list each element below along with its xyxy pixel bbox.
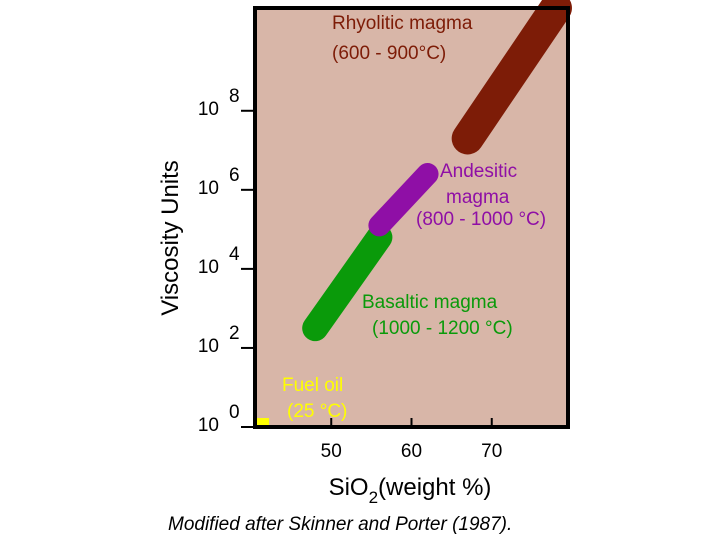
fuel-oil-marker — [257, 418, 270, 429]
andesitic-label-line1: Andesitic — [440, 161, 517, 182]
x-tick-label: 50 — [321, 441, 342, 462]
basaltic-label: Basaltic magma — [362, 292, 498, 313]
andesitic-magma-region — [368, 163, 439, 237]
y-tick-exponent: 0 — [229, 402, 240, 423]
y-tick-label: 10 — [198, 257, 219, 278]
rhyolitic-temperature: (600 - 900°C) — [332, 43, 446, 64]
x-axis-label-main: SiO — [329, 474, 369, 501]
y-tick-label: 10 — [198, 336, 219, 357]
x-tick-label: 60 — [401, 441, 422, 462]
y-tick-exponent: 6 — [229, 165, 240, 186]
basaltic-temperature: (1000 - 1200 °C) — [372, 318, 513, 339]
y-tick-exponent: 2 — [229, 323, 240, 344]
y-tick-exponent: 4 — [229, 244, 240, 265]
y-axis-ticks: 10 0 10 2 10 4 10 6 10 8 — [198, 86, 255, 436]
series-labels: Rhyolitic magma (600 - 900°C) Andesitic mag… — [282, 13, 546, 422]
y-tick-label: 10 — [198, 415, 219, 436]
x-axis-label-subscript: 2 — [369, 488, 378, 507]
y-tick-label: 10 — [198, 178, 219, 199]
andesitic-temperature: (800 - 1000 °C) — [416, 209, 546, 230]
x-axis-label: SiO2(weight %) — [329, 474, 492, 507]
y-tick-label: 10 — [198, 99, 219, 120]
magma-regions — [257, 0, 572, 429]
rhyolitic-magma-region — [451, 0, 572, 155]
basaltic-magma-region — [302, 224, 393, 342]
plot-frame — [253, 6, 570, 429]
y-axis-label: Viscosity Units — [157, 160, 184, 316]
x-axis-label-rest: (weight %) — [378, 474, 491, 501]
source-credit: Modified after Skinner and Porter (1987)… — [168, 514, 513, 535]
andesitic-label-line2: magma — [446, 187, 510, 208]
x-axis-ticks: 50 60 70 — [321, 418, 502, 462]
fuel-oil-label: Fuel oil — [282, 375, 343, 396]
y-tick-exponent: 8 — [229, 86, 240, 107]
x-tick-label: 70 — [481, 441, 502, 462]
fuel-oil-temperature: (25 °C) — [287, 401, 347, 422]
rhyolitic-label: Rhyolitic magma — [332, 13, 473, 34]
